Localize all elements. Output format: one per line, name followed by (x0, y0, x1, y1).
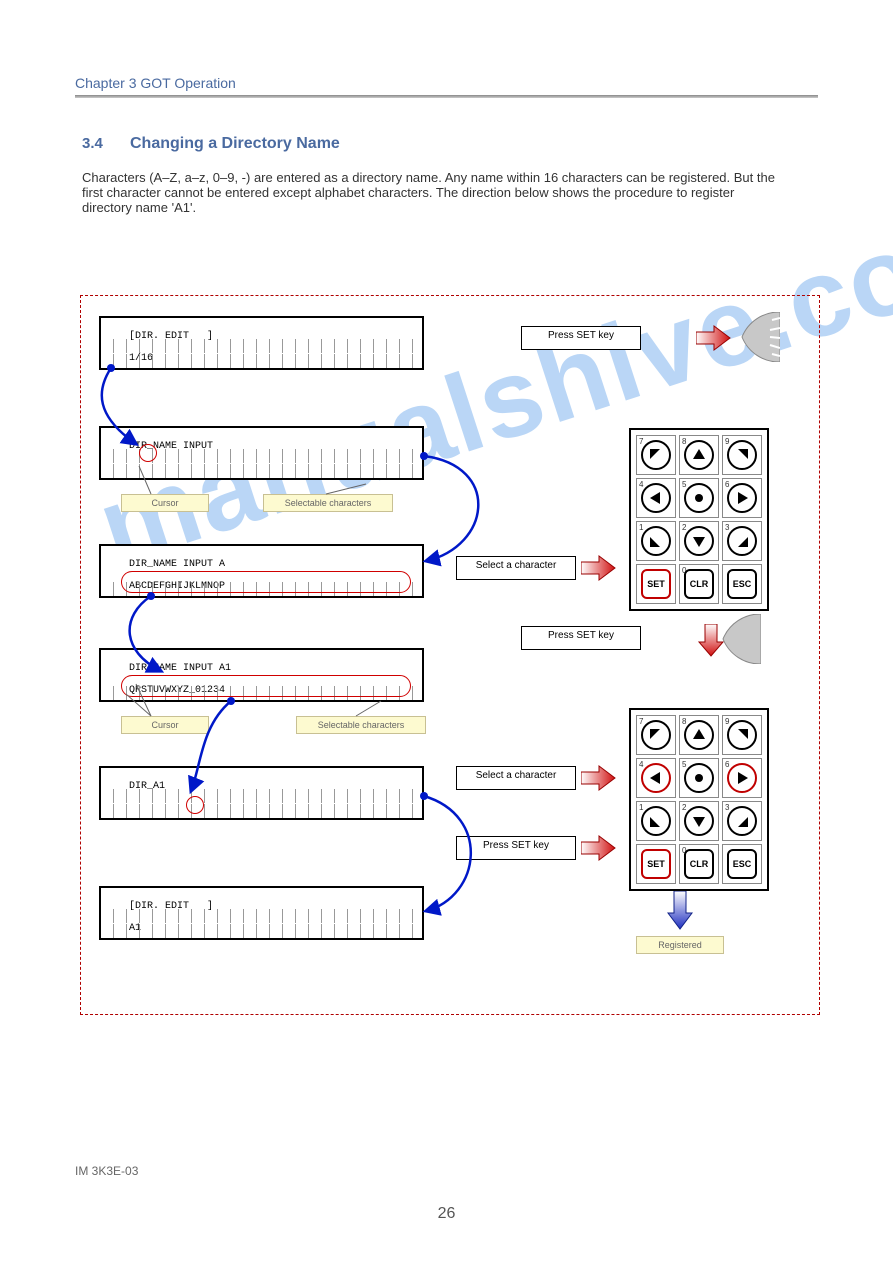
blue-arrow-down-icon (666, 891, 694, 931)
key-2-down[interactable] (684, 806, 714, 836)
key-3-dr[interactable] (727, 806, 757, 836)
key-9-ur[interactable] (727, 720, 757, 750)
keypad-2: 7 8 9 4 5 6 1 2 3 SET 0CLR ESC (629, 708, 769, 891)
key-5-center[interactable] (684, 483, 714, 513)
char-pill-1 (121, 571, 411, 593)
action-select-char-1: Select a character (456, 556, 576, 580)
key-clr[interactable]: CLR (684, 569, 714, 599)
diagram-container: [DIR. EDIT ] 1/16 DIR_NAME INPUT Cursor … (80, 295, 820, 1015)
action-select-char-2: Select a character (456, 766, 576, 790)
footer-code: IM 3K3E-03 (75, 1164, 818, 1178)
key-clr[interactable]: CLR (684, 849, 714, 879)
red-arrow-icon (581, 834, 617, 862)
key-7-ul[interactable] (641, 720, 671, 750)
key-1-dl[interactable] (641, 526, 671, 556)
note-registered: Registered (636, 936, 724, 954)
note-chars-2: Selectable characters (296, 716, 426, 734)
lcd-6: [DIR. EDIT ] A1 (99, 886, 424, 940)
note-chars-1: Selectable characters (263, 494, 393, 512)
keypad-1: 7 8 9 4 5 6 1 2 3 SET 0CLR ESC (629, 428, 769, 611)
section-lead: Characters (A–Z, a–z, 0–9, -) are entere… (82, 170, 782, 215)
red-arrow-icon (581, 554, 617, 582)
key-4-left[interactable] (641, 763, 671, 793)
key-6-right[interactable] (727, 763, 757, 793)
key-2-down[interactable] (684, 526, 714, 556)
action-press-set-2: Press SET key (521, 626, 641, 650)
encoder-icon (717, 614, 761, 664)
cursor-ring-1 (139, 444, 157, 462)
key-1-dl[interactable] (641, 806, 671, 836)
key-3-dr[interactable] (727, 526, 757, 556)
key-9-ur[interactable] (727, 440, 757, 470)
note-cursor-2: Cursor (121, 716, 209, 734)
section-number: 3.4 (82, 135, 103, 152)
red-arrow-icon (581, 764, 617, 792)
key-esc[interactable]: ESC (727, 569, 757, 599)
encoder-icon (736, 312, 780, 362)
key-set[interactable]: SET (641, 569, 671, 599)
page-number: 26 (438, 1205, 456, 1223)
action-press-set-1: Press SET key (521, 326, 641, 350)
action-press-set-3: Press SET key (456, 836, 576, 860)
key-7-ul[interactable] (641, 440, 671, 470)
lcd-1: [DIR. EDIT ] 1/16 (99, 316, 424, 370)
char-pill-2 (121, 675, 411, 697)
lcd-5: DIR_A1 (99, 766, 424, 820)
key-8-up[interactable] (684, 720, 714, 750)
note-cursor-1: Cursor (121, 494, 209, 512)
key-4-left[interactable] (641, 483, 671, 513)
key-8-up[interactable] (684, 440, 714, 470)
red-arrow-icon (696, 324, 732, 352)
key-esc[interactable]: ESC (727, 849, 757, 879)
section-title: Changing a Directory Name (130, 135, 340, 153)
chapter-title: Chapter 3 GOT Operation (75, 75, 236, 91)
key-6-right[interactable] (727, 483, 757, 513)
header-rule (75, 95, 818, 98)
key-5-center[interactable] (684, 763, 714, 793)
key-set[interactable]: SET (641, 849, 671, 879)
cursor-ring-2 (186, 796, 204, 814)
